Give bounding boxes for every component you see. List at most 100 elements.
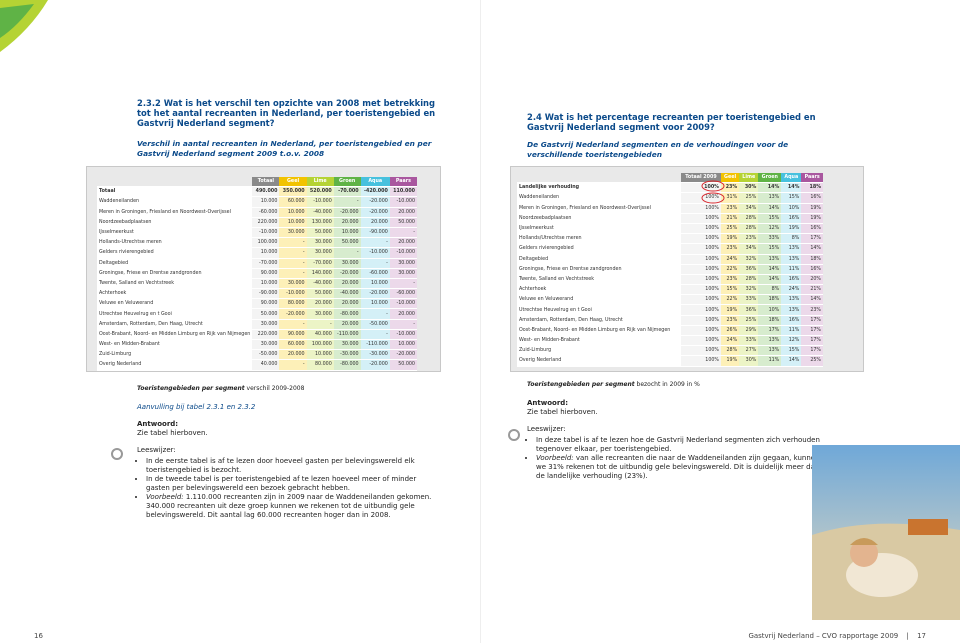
cell: 100.000 (306, 339, 334, 351)
cell: 350.000 (279, 186, 307, 198)
row: Noordzeebadplaatsen 100% 21% 28% 15% 16% 19% (517, 213, 823, 224)
cell: 13% (781, 294, 802, 306)
cell: - (279, 319, 307, 330)
row: Waddeneilanden 100% 31% 25% 13% 15% 16% (517, 192, 823, 204)
row: Noordzeebadplaatsen 220.000 10.000 130.000 2… (97, 217, 417, 228)
row-label: Gelders rivierengebied (517, 243, 681, 255)
cell: -110.000 (360, 339, 390, 351)
cell: 19% (801, 203, 823, 214)
cell: 13% (781, 304, 802, 316)
cell: 20.000 (389, 207, 417, 218)
row-label: Groningse, Friese en Drentse zandgronden (97, 268, 253, 279)
cell: 40.000 (306, 329, 334, 341)
row-label: Utrechtse Heuvelrug en t Gooi (517, 304, 681, 316)
cell: 23% (720, 182, 740, 194)
cell: 100% (681, 203, 721, 214)
cell: 23% (720, 203, 740, 214)
cell: 20.000 (389, 237, 417, 249)
cell: 100% (681, 182, 721, 194)
cell: 100% (681, 233, 721, 245)
row-label: Groningse, Friese en Drentse zandgronden (517, 264, 681, 275)
cell: 15% (758, 213, 782, 224)
cell: 17% (801, 345, 823, 357)
cell: 25% (739, 192, 759, 204)
cell: 18% (758, 294, 782, 306)
cell: 10.000 (252, 196, 280, 208)
row-label: Noordzeebadplaatsen (97, 217, 253, 228)
cell: 20.000 (306, 298, 334, 310)
cell: 100.000 (252, 237, 280, 249)
row: Achterhoek 100% 15% 32% 8% 24% 21% (517, 284, 823, 296)
cell: 8% (758, 284, 782, 296)
row: Meren in Groningen, Friesland en Noordwe… (97, 207, 417, 218)
row: Zuid-Limburg -50.000 20.000 10.000 -30.000 -3… (97, 349, 417, 361)
footer: Gastvrij Nederland – CVO rapportage 2009… (748, 632, 926, 640)
bullets: In de eerste tabel is af te lezen door h… (137, 457, 437, 520)
cell: -40.000 (306, 278, 334, 290)
cell: 30.000 (306, 237, 334, 249)
row-label: Oost-Brabant, Noord- en Midden Limburg e… (517, 325, 681, 337)
cell: 14% (781, 355, 802, 367)
cell: 10.000 (389, 339, 417, 351)
cell: 15% (758, 243, 782, 255)
row: Utrechtse Heuvelrug en t Gooi 100% 19% 36% 1… (517, 304, 823, 316)
cell: - (360, 308, 390, 320)
cell: -10.000 (252, 227, 280, 239)
row: Deltagebied 100% 24% 32% 13% 13% 18% (517, 254, 823, 265)
cell: 10.000 (306, 349, 334, 361)
cell: -60.000 (360, 268, 390, 279)
cell: 22% (720, 294, 740, 306)
cell: - (279, 258, 307, 269)
bullet-text: In deze tabel is af te lezen hoe de Gast… (536, 436, 820, 453)
cell: 16% (801, 223, 823, 235)
column-header: Groen (333, 177, 361, 188)
caption: verschil 2009-2008 (244, 385, 305, 392)
cell: 17% (758, 325, 782, 337)
caption: bezocht in 2009 in % (634, 381, 700, 388)
cell: 100% (681, 254, 721, 265)
cell: -20.000 (360, 288, 390, 300)
row-label: Veluwe en Veluwerand (97, 298, 253, 310)
row: Twente, Salland en Vechtstreek 10.000 30.0… (97, 278, 417, 290)
cell: 19% (720, 304, 740, 316)
row: Amsterdam, Rotterdam, Den Haag, Utrecht 1… (517, 315, 823, 326)
bullet-lead: Voorbeeld: (536, 454, 574, 462)
cell: 100% (681, 264, 721, 275)
cell: - (389, 319, 417, 330)
cell: 24% (781, 284, 802, 296)
cell: 19% (720, 355, 740, 367)
answer-label: Antwoord: (527, 399, 569, 407)
row-label: Achterhoek (517, 284, 681, 296)
row: Achterhoek -90.000 -10.000 50.000 -40.000 -20… (97, 288, 417, 300)
cell: 90.000 (279, 329, 307, 341)
cell: -60.000 (389, 288, 417, 300)
bullet: In deze tabel is af te lezen hoe de Gast… (536, 436, 827, 454)
cell: 16% (801, 264, 823, 275)
cell: 30.000 (279, 278, 307, 290)
row-label: Hollands/Utrechtse meren (517, 233, 681, 245)
cell: - (360, 237, 390, 249)
bullet-text: van alle recreanten die naar de Waddenei… (536, 454, 820, 480)
cell: 50.000 (252, 308, 280, 320)
cell: 21% (720, 213, 740, 224)
cell: 22% (720, 264, 740, 275)
caption: Toeristengebieden per segment (527, 381, 635, 388)
row: Zuid-Limburg 100% 28% 27% 13% 15% 17% (517, 345, 823, 357)
column-header: Aqua (781, 173, 802, 184)
row-label: IJsselmeerkust (97, 227, 253, 239)
row-label: Zuid-Limburg (517, 345, 681, 357)
cell: -90.000 (252, 288, 280, 300)
subheading: Verschil in aantal recreanten in Nederla… (137, 139, 432, 158)
cell: - (389, 278, 417, 290)
cell: 50.000 (333, 237, 361, 249)
cell: 10.000 (279, 217, 307, 228)
cell: 23% (720, 274, 740, 286)
cell: 29% (739, 325, 759, 337)
row: Veluwe en Veluwerand 100% 22% 33% 18% 13% 14% (517, 294, 823, 306)
cell: 10.000 (252, 247, 280, 259)
column-header: Paars (389, 177, 417, 188)
cell: 33% (739, 294, 759, 306)
table-panel: Totaal 2009 Geel Lime Groen Aqua Paars Landeli… (510, 166, 864, 372)
cell: 14% (758, 182, 782, 194)
